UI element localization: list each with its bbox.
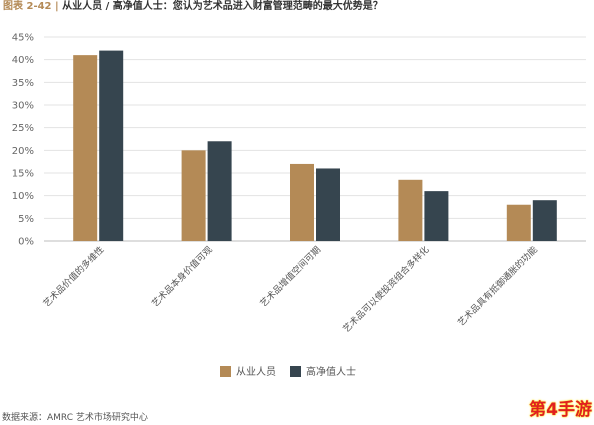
bar-hnwi <box>532 200 557 241</box>
y-tick-label: 15% <box>12 169 34 180</box>
x-tick-label: 艺术品价值的多维性 <box>41 244 107 310</box>
x-tick-label: 艺术品增值空间可期 <box>257 244 323 310</box>
y-tick-label: 45% <box>12 33 34 44</box>
chart-title: 图表 2-42 | 从业人员 / 高净值人士：您认为艺术品进入财富管理范畴的最大… <box>3 0 593 14</box>
watermark-logo: 第4手游 <box>529 400 592 420</box>
y-tick-label: 0% <box>18 237 34 248</box>
bar-practitioners <box>73 55 98 242</box>
bar-practitioners <box>398 179 423 241</box>
bar-hnwi <box>424 191 449 241</box>
title-text: 从业人员 / 高净值人士：您认为艺术品进入财富管理范畴的最大优势是？ <box>62 1 383 12</box>
bar-hnwi <box>316 168 340 241</box>
legend-swatch <box>220 366 231 377</box>
figure-number: 图表 2-42 <box>3 1 52 12</box>
legend-label: 从业人员 <box>236 366 276 378</box>
x-tick-label: 艺术品本身价值可观 <box>149 244 215 310</box>
bar-practitioners <box>506 204 531 241</box>
y-tick-label: 30% <box>12 101 34 112</box>
bar-hnwi <box>99 50 124 241</box>
source-note: 数据来源：AMRC 艺术市场研究中心 <box>2 413 148 423</box>
bar-practitioners <box>181 150 206 241</box>
y-tick-label: 20% <box>12 146 34 157</box>
y-tick-label: 35% <box>12 78 34 89</box>
y-tick-label: 10% <box>12 191 34 202</box>
legend-swatch <box>290 366 301 377</box>
bar-hnwi <box>207 141 232 241</box>
y-tick-label: 5% <box>18 214 34 225</box>
title-separator: | <box>55 1 59 12</box>
x-tick-label: 艺术品具有抵御通胀的功能 <box>455 244 540 329</box>
y-tick-label: 40% <box>12 55 34 66</box>
legend-label: 高净值人士 <box>306 365 356 378</box>
bar-practitioners <box>290 163 314 241</box>
x-tick-label: 艺术品可以使投资组合多样化 <box>340 244 431 335</box>
y-tick-label: 25% <box>12 123 34 134</box>
